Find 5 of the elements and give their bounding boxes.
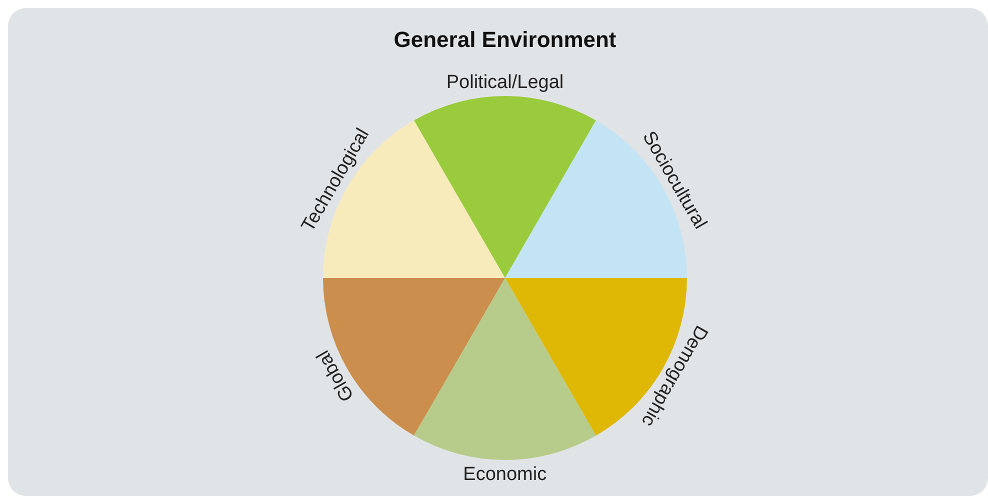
slice-label: Economic [463, 464, 547, 486]
chart-title: General Environment [394, 27, 617, 52]
slice-label: Political/Legal [446, 72, 564, 93]
pie-slice [414, 278, 596, 460]
pie-slice [414, 96, 596, 278]
